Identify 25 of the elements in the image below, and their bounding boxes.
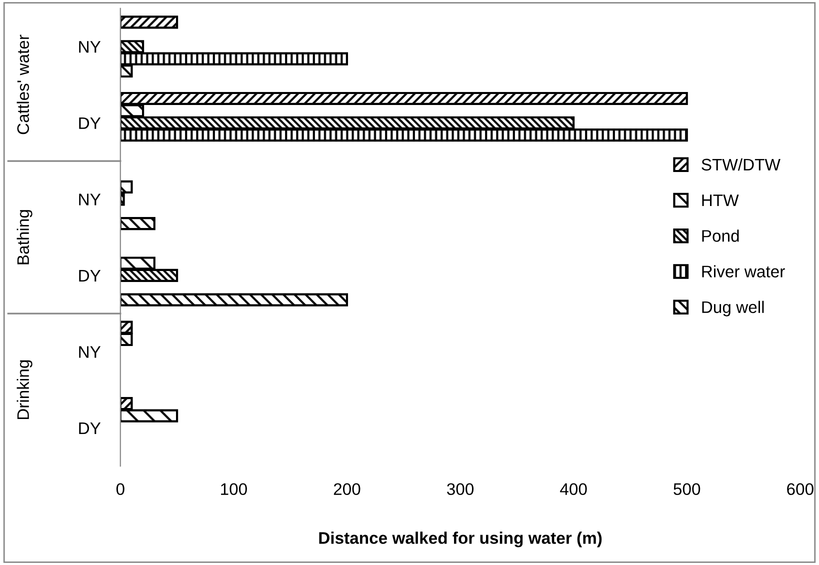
text: Bathing [16,210,32,264]
bar [120,217,156,230]
x-tick-label: 100 [221,483,247,496]
bar [120,293,348,306]
y-tick-label: DY [79,422,101,434]
text: Cattles' water [16,34,30,134]
y-tick-label: NY [79,41,101,53]
legend-label: Dug well [702,300,764,316]
x-axis-title: Distance walked for using water (m) [319,532,602,548]
text: Drinking [16,360,32,420]
x-tick-label: 500 [674,483,700,496]
x-tick-label: 600 [787,483,814,496]
legend-label: STW/DTW [702,158,780,171]
x-tick-label: 400 [560,483,587,496]
y-tick-label: DY [79,270,101,282]
legend-label: River water [702,265,785,278]
y-tick-label: NY [79,194,101,206]
bar [120,16,178,29]
legend-label: Pond [702,230,739,242]
x-tick-label: 300 [447,483,474,496]
legend-label: HTW [702,194,739,206]
y-tick-label: NY [79,346,101,358]
x-tick-label: 0 [116,483,124,496]
y-tick-label: DY [79,117,101,129]
x-tick-label: 200 [334,483,360,496]
